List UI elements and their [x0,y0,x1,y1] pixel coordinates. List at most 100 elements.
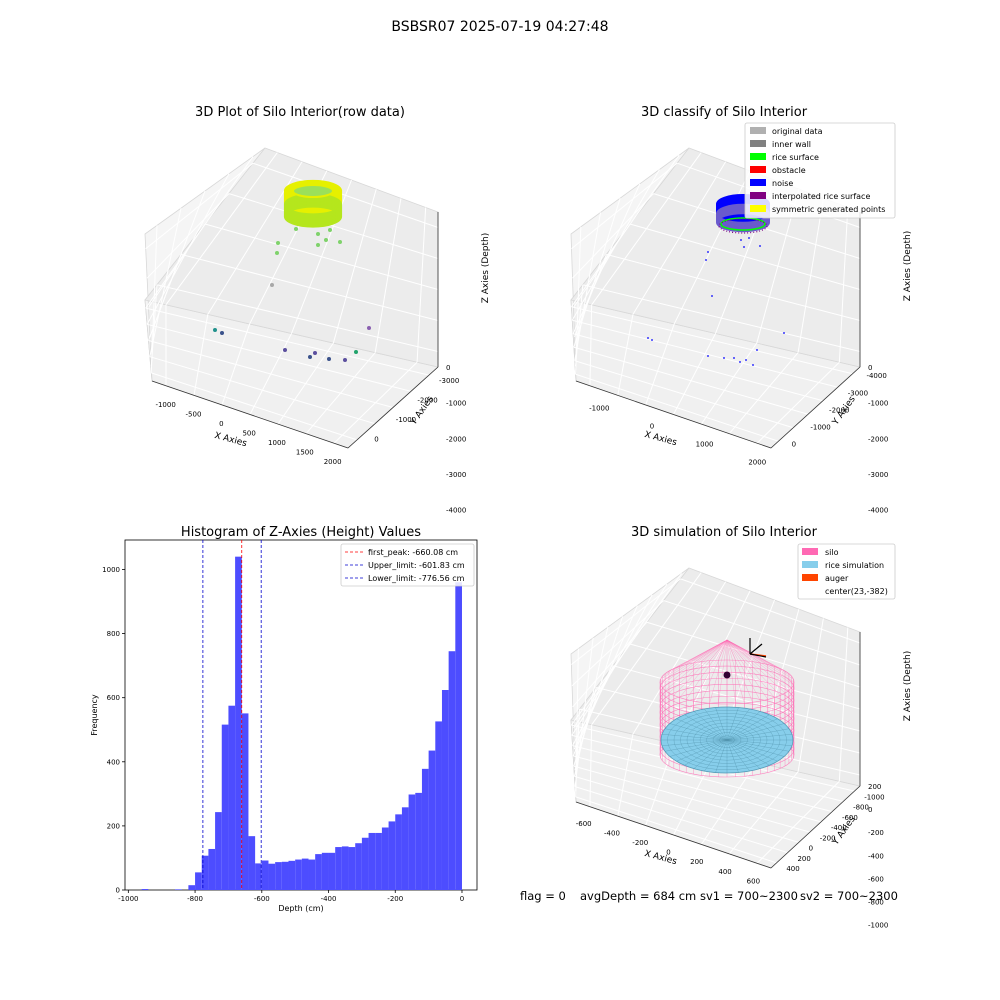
p3-hist-bar [241,713,249,890]
p4-rice-mesh-ray [726,739,793,746]
p1-data-point [354,350,358,354]
p4-x-tick-label: 600 [747,877,760,885]
p2-noise-point [740,239,742,241]
p3-hist-bar [381,827,389,890]
p4-rice-mesh-ray [704,708,728,741]
p2-noise-point [756,349,758,351]
p4-legend-swatch [802,548,818,555]
p1-data-point [343,358,347,362]
p4-rice-mesh-ray [726,739,790,752]
p4-silo-roof-line [686,639,728,700]
p2-grid-y-floor [574,360,794,429]
p2-legend-label: obstacle [772,166,806,175]
p4-silo-roof-line [686,639,728,665]
p2-y-axis-line [770,366,861,449]
p4-silo-roof-line [726,639,795,683]
p4-rice-mesh-ray [669,739,728,757]
p2-y-tick-label: -1000 [810,423,830,431]
p2-legend-swatch [750,166,766,173]
p3-hist-bar [275,862,282,890]
p1-silo-ring-points [283,205,343,228]
p4-silo-roof-line [726,639,792,677]
p1-grid-y-floor [146,323,412,392]
p4-rice-mesh-ray [715,707,728,741]
p1-silo-top-points [292,184,334,198]
p3-y-tick-label: 400 [107,758,120,766]
p3-legend-box [340,543,475,587]
p2-noise-point [752,364,754,366]
p2-y-tick-label: -3000 [848,389,868,397]
p3-x-tick-label: -200 [387,895,403,903]
p4-rice-mesh-ray [693,739,728,769]
p2-grid-z-left [574,254,607,338]
p3-legend-label: Lower_limit: -776.56 cm [368,574,465,583]
p4-silo-roof-line [726,639,781,696]
p1-x-tick-label: 500 [242,430,255,438]
p1-z-tick-label: -4000 [446,507,466,515]
p1-grid-y-floor [145,307,430,376]
p2-z-tick-label: 0 [868,364,872,372]
p4-z-tick-label: -800 [868,899,884,907]
p3-hist-bar [268,863,276,890]
p4-rice-mesh-ray [726,739,785,757]
p3-hist-bar [208,848,216,890]
p4-y-tick-label: -600 [842,814,858,822]
subplot2-zlabel: Z Axies (Depth) [903,231,913,302]
p2-legend-swatch [750,192,766,199]
p3-hist-bar [415,792,422,890]
p4-grid-z-left [571,600,665,687]
p3-x-tick-label: -800 [187,895,203,903]
p4-grid-z-left [575,709,580,792]
p4-silo-roof-line [726,639,761,664]
p2-z-tick-label: -1000 [868,400,888,408]
p4-x-tick-label: -400 [604,830,620,838]
p1-data-point [276,241,280,245]
p4-silo-roof-line [726,639,792,688]
p3-hist-bar [341,846,349,890]
p2-noise-point [705,259,707,261]
p2-noise-point [743,246,745,248]
p4-silo-roof-line [726,639,736,661]
p1-data-point [324,238,328,242]
plot-3d-classify: -10000100020000-1000-2000-3000-40000-100… [570,122,896,515]
p3-hist-bar [175,889,182,890]
p3-legend-label: first_peak: -660.08 cm [368,548,458,557]
plot-3d-simulation: -600 -400 -200 0 200 400 600 400 200 0 -200 -400 -60… [570,543,896,930]
p4-grid-z-left [574,687,597,771]
p4-rice-mesh-ray [661,739,728,746]
p4-axis-arrow-y [749,643,763,655]
p4-rice-mesh-ray [661,734,728,741]
p4-rice-mesh-ray [726,708,750,741]
p1-y-tick-label: 0 [374,435,378,443]
subplot3-ylabel: Frequency [90,694,99,736]
p4-center-marker [723,671,731,679]
p4-silo-roof-line [726,639,768,700]
p2-x-tick-label: 2000 [748,459,766,467]
p3-hist-bar [141,889,149,890]
p2-x-tick-label: 1000 [696,441,714,449]
p3-hist-bar [255,863,262,890]
p4-grid-z-left [573,665,614,750]
p4-silo-roof-line [726,639,753,662]
p4-rice-mesh-ray [684,739,728,766]
p4-grid-y-floor [572,745,833,813]
p4-silo-roof-line [718,639,728,704]
p4-grid-z-back [663,600,861,666]
p4-silo-roof-line [726,639,736,704]
p2-x-axis-line [575,380,772,449]
p2-noise-point [739,361,741,363]
p2-grid-z-back [582,284,861,352]
p4-silo-roof-line [701,639,728,703]
p4-rice-mesh-ray [726,734,793,741]
p1-grid-z-back [252,162,439,228]
p2-grid-x-floor [673,333,716,415]
p4-silo-roof-line [693,639,728,702]
p1-grid-z-left [148,223,206,308]
histogram-depth: -1000 -800 -600 -400 -200 0 0 200 400 600 800 1000 f… [102,539,478,903]
p2-noise-point [783,332,785,334]
p2-y-tick-label: -4000 [866,372,886,380]
p4-grid-y-floor [574,775,799,843]
p2-grid-z-left [572,193,654,279]
p2-legend-swatch [750,179,766,186]
p4-rice-mesh-ray [676,739,728,762]
